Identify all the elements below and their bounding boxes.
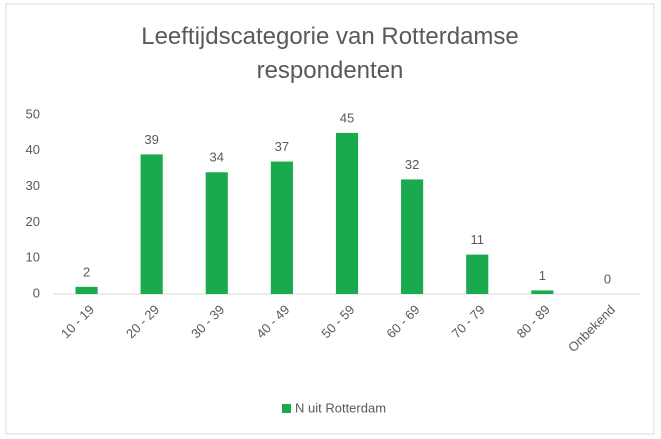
x-tick-label: 30 - 39 — [188, 302, 227, 341]
x-tick-label: 50 - 59 — [318, 302, 357, 341]
x-tick-label: 60 - 69 — [383, 302, 422, 341]
x-tick-label: 10 - 19 — [58, 302, 97, 341]
data-label: 37 — [275, 139, 289, 154]
x-tick-label: Onbekend — [565, 302, 618, 355]
bar — [205, 172, 228, 294]
bar — [466, 254, 489, 294]
y-tick-label: 50 — [26, 106, 40, 121]
bar — [531, 290, 554, 294]
bar — [270, 161, 293, 294]
data-label: 39 — [144, 132, 158, 147]
bar — [335, 132, 359, 294]
data-label: 32 — [405, 157, 419, 172]
y-tick-label: 0 — [33, 285, 40, 300]
bar — [401, 179, 424, 294]
x-tick-label: 40 - 49 — [253, 302, 292, 341]
legend-label: N uit Rotterdam — [295, 400, 386, 415]
x-tick-label: 80 - 89 — [514, 302, 553, 341]
y-tick-label: 40 — [26, 142, 40, 157]
chart-border — [5, 3, 655, 435]
y-tick-label: 30 — [26, 178, 40, 193]
legend-swatch — [282, 404, 291, 413]
y-tick-label: 10 — [26, 250, 40, 265]
data-label: 1 — [539, 268, 546, 283]
bar — [75, 286, 98, 294]
x-tick-label: 20 - 29 — [123, 302, 162, 341]
chart-title: Leeftijdscategorie van Rotterdamse respo… — [141, 23, 519, 84]
data-label: 11 — [470, 232, 484, 247]
x-tick-label: 70 - 79 — [449, 302, 488, 341]
y-tick-label: 20 — [26, 214, 40, 229]
data-label: 2 — [83, 264, 90, 279]
data-label: 34 — [210, 150, 224, 165]
data-label: 45 — [340, 110, 354, 125]
data-label: 0 — [604, 271, 611, 286]
bar — [140, 154, 163, 294]
